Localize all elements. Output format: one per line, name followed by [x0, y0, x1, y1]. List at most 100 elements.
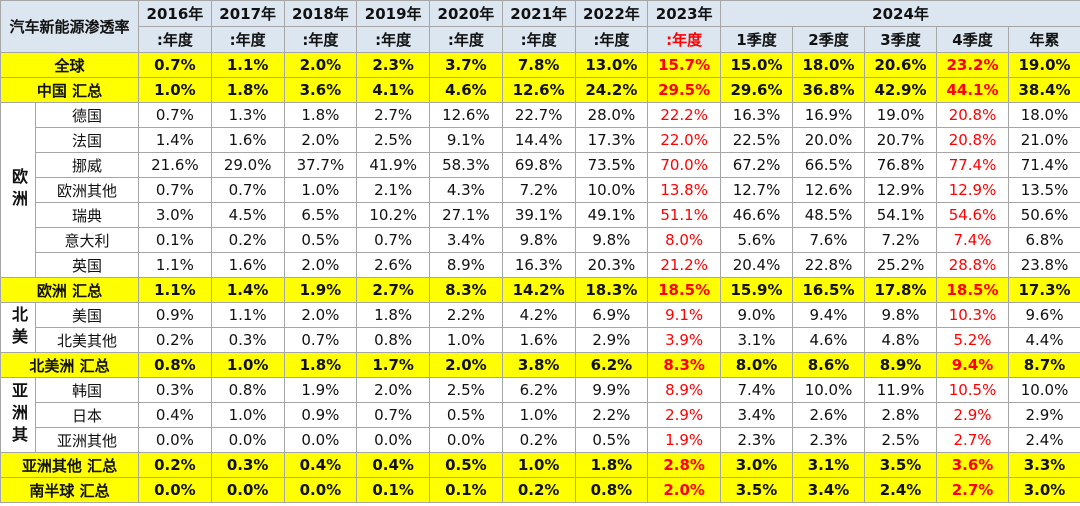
value-cell: 8.9%: [429, 252, 503, 278]
value-cell: 1.9%: [647, 427, 722, 453]
value-cell: 3.5%: [864, 452, 938, 478]
value-cell: 12.6%: [792, 177, 866, 203]
value-cell: 0.9%: [138, 302, 212, 328]
country-label: 亚洲其他: [34, 427, 140, 453]
country-row: 亚洲其他 0.0% 0.0% 0.0% 0.0% 0.0% 0.2% 0.5% 1.9% 2.3%…: [1, 427, 1080, 453]
year-header: 2024年: [720, 0, 1080, 27]
year-header: 2019年: [356, 0, 431, 27]
value-cell: 73.5%: [574, 152, 649, 178]
value-cell: 12.9%: [864, 177, 938, 203]
value-cell: 8.7%: [1008, 352, 1080, 378]
value-cell: 1.8%: [574, 452, 649, 478]
country-label: 欧洲其他: [34, 177, 140, 203]
value-cell: 21.0%: [1008, 127, 1080, 153]
value-cell: 2.3%: [356, 52, 431, 78]
value-cell: 22.7%: [501, 102, 576, 128]
value-cell: 6.2%: [574, 352, 649, 378]
year-header: 2021年: [501, 0, 576, 27]
value-cell: 29.5%: [647, 77, 722, 103]
value-cell: 12.6%: [501, 77, 576, 103]
value-cell: 8.3%: [647, 352, 722, 378]
value-cell: 2.7%: [936, 477, 1010, 503]
value-cell: 2.0%: [283, 302, 358, 328]
value-cell: 9.1%: [647, 302, 722, 328]
region-label: 亚洲其: [0, 377, 36, 453]
value-cell: 9.8%: [501, 227, 576, 253]
value-cell: 1.0%: [429, 327, 503, 353]
quarter-header: 3季度: [864, 26, 938, 53]
value-cell: 4.3%: [429, 177, 503, 203]
country-label: 英国: [34, 252, 140, 278]
value-cell: 1.1%: [210, 52, 285, 78]
value-cell: 29.6%: [720, 77, 794, 103]
country-label: 韩国: [34, 377, 140, 403]
value-cell: 0.2%: [210, 227, 285, 253]
quarter-header: 2季度: [792, 26, 866, 53]
country-label: 北美其他: [34, 327, 140, 353]
value-cell: 42.9%: [864, 77, 938, 103]
period-header: :年度: [429, 26, 503, 53]
value-cell: 3.0%: [138, 202, 212, 228]
value-cell: 1.3%: [210, 102, 285, 128]
value-cell: 1.0%: [210, 352, 285, 378]
year-header: 2020年: [429, 0, 503, 27]
summary-row: 欧洲 汇总 1.1% 1.4% 1.9% 2.7% 8.3% 14.2% 18.3% 18.5%…: [0, 277, 1080, 303]
value-cell: 15.7%: [647, 52, 722, 78]
country-label: 日本: [34, 402, 140, 428]
value-cell: 1.1%: [210, 302, 285, 328]
value-cell: 2.8%: [647, 452, 722, 478]
summary-label: 全球: [0, 52, 140, 78]
value-cell: 1.9%: [283, 377, 358, 403]
quarter-header: 4季度: [936, 26, 1010, 53]
value-cell: 2.7%: [936, 427, 1010, 453]
value-cell: 7.4%: [936, 227, 1010, 253]
value-cell: 2.3%: [792, 427, 866, 453]
value-cell: 0.5%: [429, 402, 503, 428]
country-row: 瑞典 3.0% 4.5% 6.5% 10.2% 27.1% 39.1% 49.1% 51.1% 4…: [1, 202, 1080, 228]
value-cell: 18.5%: [936, 277, 1010, 303]
value-cell: 2.1%: [356, 177, 431, 203]
value-cell: 1.4%: [210, 277, 285, 303]
value-cell: 7.2%: [864, 227, 938, 253]
value-cell: 0.2%: [501, 427, 576, 453]
value-cell: 16.3%: [720, 102, 794, 128]
value-cell: 0.3%: [138, 377, 212, 403]
value-cell: 1.0%: [501, 402, 576, 428]
value-cell: 0.0%: [283, 427, 358, 453]
value-cell: 1.0%: [283, 177, 358, 203]
country-label: 法国: [34, 127, 140, 153]
value-cell: 1.8%: [356, 302, 431, 328]
summary-row: 北美洲 汇总 0.8% 1.0% 1.8% 1.7% 2.0% 3.8% 6.2% 8.3% 8.…: [0, 352, 1080, 378]
value-cell: 54.1%: [864, 202, 938, 228]
value-cell: 21.2%: [647, 252, 722, 278]
value-cell: 7.6%: [792, 227, 866, 253]
value-cell: 0.7%: [283, 327, 358, 353]
period-header: :年度: [210, 26, 285, 53]
value-cell: 17.8%: [864, 277, 938, 303]
value-cell: 1.0%: [138, 77, 212, 103]
value-cell: 5.2%: [936, 327, 1010, 353]
value-cell: 0.3%: [210, 327, 285, 353]
value-cell: 0.2%: [138, 327, 212, 353]
value-cell: 20.8%: [936, 102, 1010, 128]
country-row: 日本 0.4% 1.0% 0.9% 0.7% 0.5% 1.0% 2.2% 2.9% 3.4% 2.…: [1, 402, 1080, 428]
value-cell: 2.5%: [429, 377, 503, 403]
value-cell: 51.1%: [647, 202, 722, 228]
country-row: 意大利 0.1% 0.2% 0.5% 0.7% 3.4% 9.8% 9.8% 8.0% 5.6% 7…: [1, 227, 1080, 253]
value-cell: 14.2%: [501, 277, 576, 303]
value-cell: 2.0%: [356, 377, 431, 403]
period-header: :年度: [501, 26, 576, 53]
value-cell: 22.5%: [720, 127, 794, 153]
value-cell: 2.7%: [356, 102, 431, 128]
value-cell: 18.5%: [647, 277, 722, 303]
value-cell: 0.7%: [138, 52, 212, 78]
value-cell: 1.8%: [283, 352, 358, 378]
country-label: 挪威: [34, 152, 140, 178]
value-cell: 9.4%: [792, 302, 866, 328]
region-label: 北美: [0, 302, 36, 353]
value-cell: 0.7%: [356, 402, 431, 428]
value-cell: 9.8%: [574, 227, 649, 253]
value-cell: 18.0%: [792, 52, 866, 78]
